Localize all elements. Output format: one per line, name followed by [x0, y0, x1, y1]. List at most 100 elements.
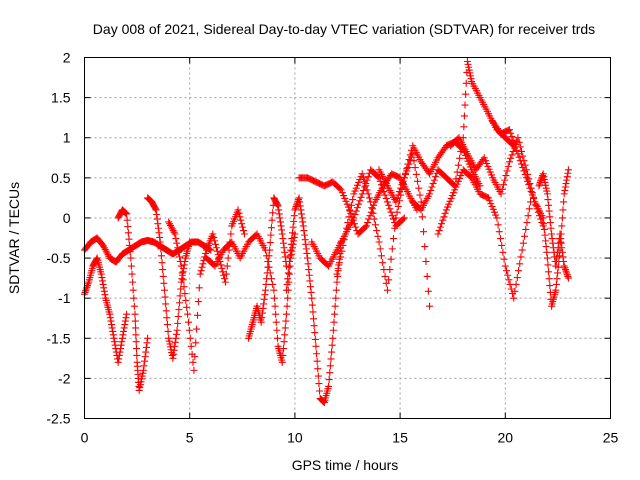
data-point	[411, 164, 419, 172]
data-point	[266, 239, 274, 247]
data-point	[554, 269, 562, 277]
data-point	[175, 299, 183, 307]
data-point	[157, 245, 165, 253]
data-point	[156, 233, 164, 241]
data-point	[235, 209, 243, 217]
data-point	[516, 260, 524, 268]
data-point	[545, 268, 553, 276]
grid	[84, 57, 611, 419]
data-point	[118, 334, 126, 342]
data-point	[100, 284, 108, 292]
data-point	[312, 342, 320, 350]
data-point	[198, 263, 206, 271]
data-point	[311, 329, 319, 337]
data-point	[194, 298, 202, 306]
data-point	[227, 230, 235, 238]
data-point	[346, 207, 354, 215]
x-axis-ticks: 0 5 10 15 20 25	[81, 57, 618, 446]
data-point	[546, 282, 554, 290]
data-point	[350, 220, 358, 228]
data-point	[313, 357, 321, 365]
series-arc17	[535, 170, 572, 282]
y-axis-ticks: -2.5 -2 -1.5 -1 -0.5 0 0.5 1 1.5 2	[46, 50, 611, 427]
data-point	[536, 180, 544, 188]
data-point	[123, 210, 131, 218]
data-point	[420, 228, 428, 236]
data-point	[98, 274, 106, 282]
data-point	[284, 294, 292, 302]
data-point	[108, 321, 116, 329]
data-point	[191, 353, 199, 361]
data-point	[518, 147, 526, 155]
data-point	[392, 198, 400, 206]
data-point	[164, 327, 172, 335]
data-point	[284, 275, 292, 283]
data-point	[176, 257, 184, 265]
data-point	[496, 235, 504, 243]
data-point	[189, 358, 197, 366]
data-point	[278, 226, 286, 234]
data-point	[288, 247, 296, 255]
data-point	[296, 202, 304, 210]
data-point	[545, 275, 553, 283]
data-point	[133, 351, 141, 359]
data-point	[498, 241, 506, 249]
data-point	[300, 227, 308, 235]
data-point	[526, 184, 534, 192]
data-point	[130, 302, 138, 310]
data-point	[494, 221, 502, 229]
data-point	[215, 254, 223, 262]
data-point	[310, 322, 318, 330]
data-point	[284, 269, 292, 277]
data-point	[118, 338, 126, 346]
data-point	[295, 194, 303, 202]
data-point	[281, 331, 289, 339]
data-point	[518, 160, 526, 168]
data-point	[131, 317, 139, 325]
data-point	[272, 318, 280, 326]
data-point	[361, 223, 369, 231]
data-point	[174, 244, 182, 252]
data-point	[387, 208, 395, 216]
x-tick-label: 20	[498, 430, 514, 446]
y-tick-label: -2	[58, 370, 71, 386]
data-point	[519, 152, 527, 160]
data-point	[362, 182, 370, 190]
data-point	[547, 224, 555, 232]
data-point	[266, 246, 274, 254]
data-point	[316, 387, 324, 395]
data-point	[373, 227, 381, 235]
data-point	[539, 172, 547, 180]
data-point	[562, 180, 570, 188]
data-point	[515, 138, 523, 146]
data-point	[462, 90, 470, 98]
data-point	[239, 223, 247, 231]
data-point	[543, 190, 551, 198]
data-point	[223, 262, 231, 270]
series-arc2	[81, 254, 131, 366]
data-point	[158, 259, 166, 267]
data-point	[545, 207, 553, 215]
data-point	[276, 214, 284, 222]
data-point	[264, 263, 272, 271]
x-tick-label: 5	[186, 430, 194, 446]
data-point	[507, 285, 515, 293]
data-point	[196, 270, 204, 278]
data-point	[510, 139, 518, 147]
data-point	[561, 186, 569, 194]
data-point	[141, 353, 149, 361]
data-point	[285, 270, 293, 278]
y-tick-label: -0.5	[46, 250, 70, 266]
data-point	[309, 308, 317, 316]
data-point	[422, 257, 430, 265]
data-point	[557, 235, 565, 243]
data-point	[542, 237, 550, 245]
data-point	[257, 318, 265, 326]
x-tick-label: 10	[287, 430, 303, 446]
data-point	[190, 366, 198, 374]
data-point	[522, 225, 530, 233]
data-point	[394, 202, 402, 210]
data-point	[267, 231, 275, 239]
data-point	[331, 310, 339, 318]
data-point	[107, 317, 115, 325]
